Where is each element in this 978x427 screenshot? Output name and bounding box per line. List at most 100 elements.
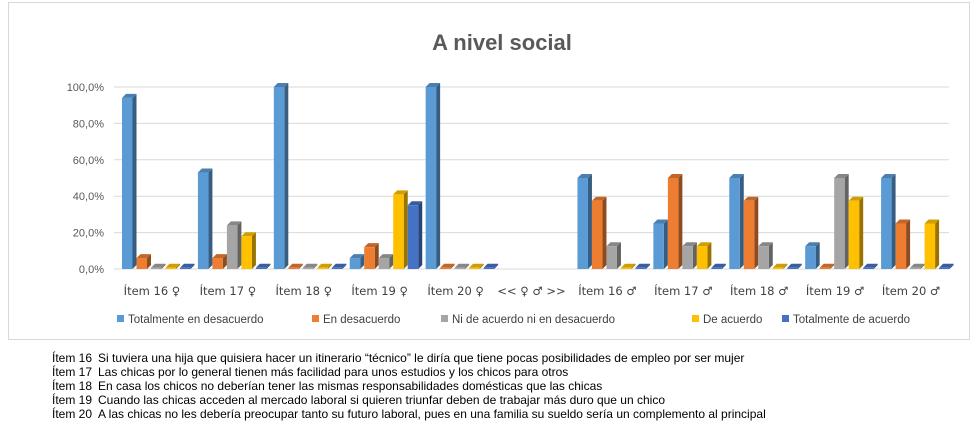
note-line: Ítem 16 Si tuviera una hija que quisiera … [52,351,972,365]
bar [758,242,773,269]
legend-item: De acuerdo [692,314,762,326]
bar [331,263,347,269]
bar [440,263,455,269]
x-tick-label: Ítem 17 ♂ [654,283,712,298]
bars [122,83,954,269]
legend-label: Totalmente de acuerdo [793,314,910,326]
y-tick-label: 60,0% [73,155,104,167]
bar [197,168,213,269]
bar [122,93,137,269]
x-axis: Ítem 16 ♀ Ítem 17 ♀ Ítem 18 ♀ Ítem 19 ♀ Ítem… [124,283,941,298]
bar [226,221,242,269]
x-tick-label: Ítem 19 ♀ [351,283,408,298]
bar [924,219,940,269]
bar [273,83,289,269]
x-tick-label: Ítem 16 ♀ [124,283,181,298]
bar [469,263,484,269]
y-tick-label: 0,0% [79,264,104,276]
note-line: Ítem 18 En casa los chicos no deberían te… [52,379,972,393]
bar [454,263,470,269]
bar [364,243,379,269]
note-line: Ítem 17 Las chicas por lo general tienen … [52,365,972,379]
bar [805,242,820,269]
x-tick-label: Ítem 19 ♂ [806,283,864,298]
legend-item: En desacuerdo [312,314,400,326]
bar [696,242,712,269]
note-item-label: Ítem 18 [52,379,93,393]
legend-swatch [782,315,789,322]
legend: Totalmente en desacuerdo En desacuerdo Ni … [117,314,910,326]
bar [151,263,166,269]
bar [910,263,925,269]
bar [288,263,303,269]
note-line: Ítem 20 A las chicas no les debería preoc… [52,407,972,421]
chart-frame: A nivel social 0,0% 20,0% 40,0% 60,0% 80,0% 1… [8,2,970,340]
bar [483,263,499,269]
note-text: Si tuviera una hija que quisiera hacer u… [98,351,745,365]
legend-label: De acuerdo [703,314,762,326]
note-item-label: Ítem 17 [52,365,93,379]
bar [255,263,271,269]
y-tick-label: 20,0% [73,228,104,240]
y-axis: 0,0% 20,0% 40,0% 60,0% 80,0% 100,0% [67,82,105,276]
bar [667,174,683,269]
legend-item: Totalmente de acuerdo [782,314,910,326]
x-tick-label: Ítem 17 ♀ [200,283,257,298]
bar [620,263,636,269]
note-item-label: Ítem 16 [52,351,93,365]
legend-swatch [441,315,448,322]
bar [407,201,423,269]
bar [682,242,697,269]
bar [653,219,668,269]
bar [743,196,759,269]
bar [834,174,849,269]
x-tick-label: Ítem 16 ♂ [578,283,636,298]
legend-swatch [117,315,124,322]
chart-title: A nivel social [432,30,572,55]
x-tick-label: Ítem 20 ♀ [427,283,484,298]
x-tick-label: Ítem 18 ♂ [730,283,788,298]
bar [848,196,864,269]
y-tick-label: 40,0% [73,191,104,203]
bar [772,263,788,269]
bar [577,174,592,269]
bar-chart: A nivel social 0,0% 20,0% 40,0% 60,0% 80,0% 1… [67,30,954,326]
bar [425,83,441,269]
bar [606,242,621,269]
x-tick-label: << ♀ ♂ >> [497,284,565,298]
bar [212,254,227,269]
bar [349,254,365,269]
note-line: Ítem 19 Cuando las chicas acceden al merc… [52,393,972,407]
bar [819,263,835,269]
bar [241,232,256,269]
y-tick-label: 80,0% [73,118,104,130]
item-notes: Ítem 16 Si tuviera una hija que quisiera … [52,351,972,421]
legend-swatch [312,315,319,322]
bar [787,263,802,269]
note-text: Las chicas por lo general tienen más fac… [98,365,569,379]
bar [302,263,318,269]
bar [635,263,650,269]
note-text: En casa los chicos no deberían tener las… [98,379,603,393]
bar [393,190,408,269]
legend-item: Totalmente en desacuerdo [117,314,264,326]
bar [180,263,195,269]
note-text: Cuando las chicas acceden al mercado lab… [98,393,666,407]
bar [591,196,607,269]
bar [711,263,726,269]
bar [165,263,180,269]
bar [939,263,954,269]
note-item-label: Ítem 19 [52,393,93,407]
x-tick-label: Ítem 18 ♀ [275,283,332,298]
bar [317,263,332,269]
note-text: A las chicas no les debería preocupar ta… [98,407,766,421]
bar [378,254,394,269]
legend-item: Ni de acuerdo ni en desacuerdo [441,314,615,326]
note-item-label: Ítem 20 [52,407,93,421]
bar [729,174,744,269]
legend-label: Totalmente en desacuerdo [128,314,264,326]
bar [895,219,911,269]
y-tick-label: 100,0% [67,82,105,94]
legend-label: Ni de acuerdo ni en desacuerdo [452,314,615,326]
bar [863,263,878,269]
